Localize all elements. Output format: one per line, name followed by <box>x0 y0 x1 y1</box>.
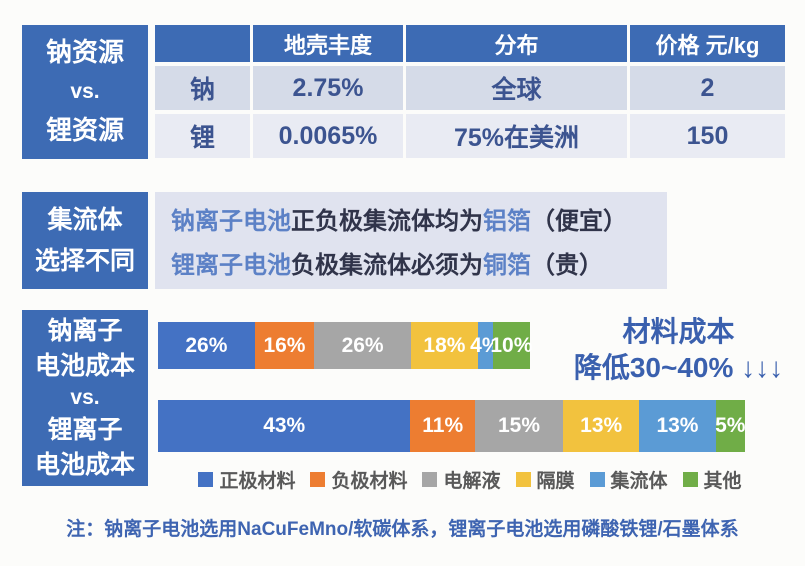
collector-line: 锂离子电池负极集流体必须为铜箔（贵） <box>171 245 667 280</box>
legend-item: 集流体 <box>589 466 668 493</box>
bar-segment-电解液: 26% <box>314 322 411 369</box>
legend-swatch-icon <box>310 472 326 487</box>
table-header-cell: 分布 <box>406 25 627 62</box>
table-cell: 150 <box>630 114 785 158</box>
side-label-line: 锂资源 <box>45 115 124 146</box>
table-cell: 全球 <box>406 66 627 110</box>
text-segment: 正负极集流体均为 <box>291 208 483 235</box>
text-segment: 钠离子电池 <box>171 208 291 235</box>
bar-segment-label: 10% <box>490 333 533 357</box>
bar-segment-label: 26% <box>185 333 228 357</box>
bar-segment-label: 18% <box>423 333 466 357</box>
side-label-line: 选择不同 <box>34 246 135 275</box>
legend-swatch-icon <box>198 472 214 487</box>
stacked-bar-sodium: 26% 16% 26% 18% 4% 10% <box>158 322 533 369</box>
bar-segment-集流体: 13% <box>639 400 716 452</box>
legend-item: 负极材料 <box>310 466 407 493</box>
legend-swatch-icon <box>589 472 605 487</box>
text-segment: 铝箔 <box>483 208 531 235</box>
bar-segment-label: 43% <box>263 414 306 437</box>
bar-segment-label: 15% <box>497 414 540 437</box>
text-segment: 铜箔 <box>483 252 531 279</box>
side-label-line: vs. <box>70 385 100 409</box>
stacked-bar-lithium: 43% 11% 15% 13% 13% 5% <box>158 400 745 452</box>
annotation-line-2: 降低30~40% ↓↓↓ <box>573 352 784 384</box>
bar-segment-正极材料: 43% <box>158 400 411 452</box>
chart-legend: 正极材料 负极材料 电解液 隔膜 集流体 其他 <box>155 466 785 493</box>
bar-segment-负极材料: 16% <box>254 322 315 369</box>
table-cell: 0.0065% <box>253 114 403 158</box>
text-segment: （贵） <box>531 252 603 279</box>
legend-label: 正极材料 <box>219 471 296 492</box>
legend-swatch-icon <box>422 472 438 487</box>
side-label-line: 集流体 <box>47 205 123 234</box>
bar-segment-label: 11% <box>422 414 464 437</box>
bar-segment-其他: 10% <box>490 322 533 369</box>
collector-line: 钠离子电池正负极集流体均为铝箔（便宜） <box>171 201 667 236</box>
table-cell: 2 <box>630 66 785 110</box>
text-segment: 负极集流体必须为 <box>291 252 483 279</box>
legend-swatch-icon <box>515 472 531 487</box>
table-cell: 75%在美洲 <box>406 114 627 158</box>
bar-segment-正极材料: 26% <box>158 322 255 369</box>
bar-segment-隔膜: 18% <box>410 322 478 369</box>
side-label-line: 锂离子 <box>47 416 123 445</box>
legend-item: 其他 <box>682 466 742 493</box>
side-label-line: 钠资源 <box>45 37 124 68</box>
legend-label: 电解液 <box>443 471 501 492</box>
table-header-cell: 价格 元/kg <box>630 25 785 62</box>
bar-segment-负极材料: 11% <box>410 400 475 452</box>
table-cell: 2.75% <box>253 66 403 110</box>
bar-segment-其他: 5% <box>715 400 746 452</box>
legend-label: 负极材料 <box>331 471 408 492</box>
table-header-cell: 地壳丰度 <box>253 25 403 62</box>
bar-segment-label: 13% <box>656 414 699 437</box>
legend-item: 隔膜 <box>515 466 575 493</box>
legend-label: 隔膜 <box>536 471 575 492</box>
legend-swatch-icon <box>682 472 698 487</box>
resource-table: 地壳丰度 分布 价格 元/kg 钠 2.75% 全球 2 锂 0.0065% 75%在美洲 150 <box>155 25 785 158</box>
legend-label: 其他 <box>703 471 742 492</box>
side-label-line: 钠离子 <box>47 317 123 346</box>
legend-item: 电解液 <box>422 466 501 493</box>
bar-segment-隔膜: 13% <box>563 400 640 452</box>
bar-segment-label: 13% <box>580 414 623 437</box>
legend-label: 集流体 <box>610 471 668 492</box>
bar-segment-电解液: 15% <box>474 400 564 452</box>
table-header-cell <box>155 25 250 62</box>
collector-panel: 钠离子电池正负极集流体均为铝箔（便宜） 锂离子电池负极集流体必须为铜箔（贵） <box>155 192 667 289</box>
resources-side-label: 钠资源 vs. 锂资源 <box>22 25 148 159</box>
table-cell: 锂 <box>155 114 250 158</box>
bar-segment-label: 5% <box>715 414 746 437</box>
table-cell: 钠 <box>155 66 250 110</box>
bar-segment-label: 16% <box>263 333 306 357</box>
side-label-line: 电池成本 <box>34 450 135 479</box>
cost-side-label: 钠离子 电池成本 vs. 锂离子 电池成本 <box>22 310 148 486</box>
text-segment: （便宜） <box>531 208 627 235</box>
side-label-line: 电池成本 <box>34 351 135 380</box>
annotation-line-1: 材料成本 <box>622 316 735 347</box>
bar-segment-label: 26% <box>341 333 384 357</box>
collector-side-label: 集流体 选择不同 <box>22 192 148 289</box>
legend-item: 正极材料 <box>198 466 295 493</box>
side-label-line: vs. <box>70 79 100 103</box>
cost-reduction-annotation: 材料成本 降低30~40% ↓↓↓ <box>552 314 805 387</box>
text-segment: 锂离子电池 <box>171 252 291 279</box>
footnote: 注：钠离子电池选用NaCuFeMno/软碳体系，锂离子电池选用磷酸铁锂/石墨体系 <box>66 519 739 540</box>
